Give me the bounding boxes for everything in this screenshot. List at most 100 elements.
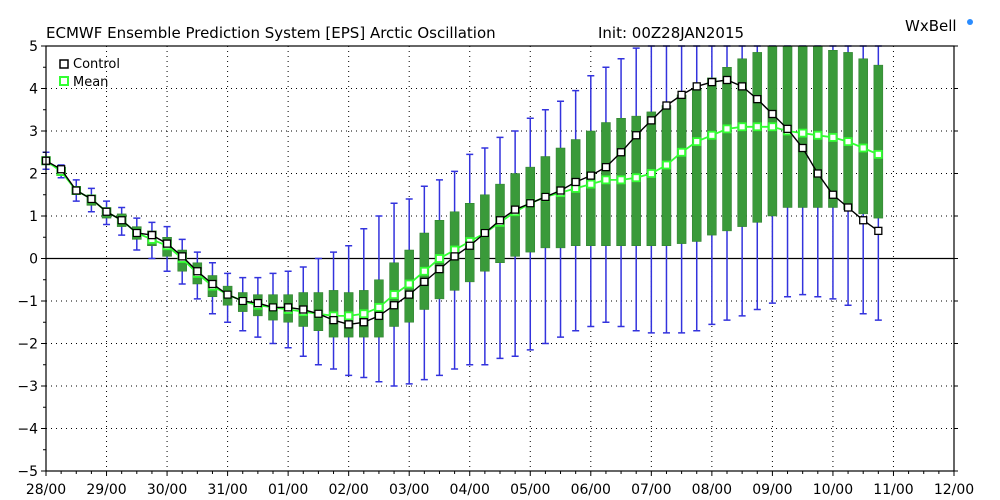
control-point: [510, 205, 520, 214]
control-point: [571, 177, 580, 187]
legend-control-label: Control: [73, 57, 120, 72]
control-point: [874, 226, 883, 236]
control-point: [283, 303, 293, 312]
control-point: [813, 169, 822, 178]
x-tick-label: 10/00: [813, 482, 853, 498]
y-tick-label: −2: [17, 337, 38, 353]
control-point: [798, 143, 807, 153]
chart-title: ECMWF Ensemble Prediction System [EPS] A…: [46, 24, 496, 42]
mean-point: [798, 128, 808, 138]
control-point: [465, 241, 474, 250]
spread-box: [752, 52, 763, 223]
brand-logo: WxBell: [905, 17, 957, 35]
legend-control-marker: [59, 59, 69, 69]
control-point: [526, 199, 535, 208]
control-point: [147, 230, 157, 240]
mean-point: [692, 137, 702, 147]
x-tick-label: 06/00: [571, 482, 611, 498]
mean-point: [404, 279, 414, 289]
x-tick-label: 29/00: [86, 482, 126, 498]
control-point: [72, 186, 81, 195]
mean-point: [752, 122, 762, 132]
mean-point: [873, 149, 883, 159]
control-point: [132, 228, 141, 238]
mean-point: [722, 124, 732, 134]
control-point: [753, 94, 762, 104]
spread-box: [813, 45, 823, 208]
mean-point: [646, 169, 656, 178]
control-point: [828, 190, 838, 199]
spread-box: [540, 156, 551, 249]
control-point: [435, 264, 444, 274]
control-point: [556, 186, 565, 195]
spread-box: [661, 105, 672, 246]
y-tick-label: −5: [17, 464, 38, 480]
control-point: [495, 216, 505, 225]
control-point: [253, 298, 263, 308]
control-point: [389, 301, 399, 310]
mean-point: [677, 147, 686, 157]
control-point: [632, 131, 641, 140]
control-point: [601, 162, 611, 172]
mean-point: [707, 130, 717, 140]
spread-box: [691, 88, 702, 242]
spread-box: [525, 166, 536, 253]
y-tick-label: −4: [17, 422, 38, 438]
mean-point: [344, 311, 354, 321]
series-lines: [41, 75, 883, 329]
spread-box: [873, 64, 884, 219]
spread-box: [676, 94, 687, 244]
mean-point: [858, 143, 868, 153]
x-tick-label: 07/00: [631, 482, 671, 498]
y-tick-label: 2: [29, 167, 38, 183]
spread-box: [737, 58, 747, 227]
mean-point: [586, 179, 596, 189]
y-tick-label: −1: [17, 294, 38, 310]
control-point: [586, 171, 595, 180]
spread-box: [858, 58, 868, 215]
control-point: [647, 116, 656, 125]
mean-point: [359, 309, 369, 319]
legend-mean-label: Mean: [73, 75, 108, 90]
x-tick-label: 12/00: [934, 482, 974, 498]
control-point: [359, 318, 368, 327]
control-point: [405, 290, 414, 299]
spread-box: [722, 67, 732, 232]
spread-box: [555, 147, 566, 249]
control-point: [117, 216, 126, 225]
y-tick-label: 1: [29, 209, 38, 225]
control-point: [87, 194, 96, 204]
x-tick-label: 09/00: [752, 482, 792, 498]
control-point: [707, 77, 717, 87]
mean-point: [616, 175, 626, 185]
mean-point: [631, 173, 641, 183]
control-point: [102, 207, 111, 216]
control-point: [162, 239, 172, 248]
spread-box: [843, 52, 853, 210]
control-point: [616, 148, 626, 157]
control-point: [859, 216, 868, 225]
axes: −5 −4 −3 −2 −1 0 1 2 3 4 5 28/00 29/00 30/00 31/00 01/0…: [17, 39, 974, 498]
mean-point: [828, 132, 838, 142]
control-point: [238, 296, 247, 306]
control-point: [783, 124, 792, 134]
spread-box: [646, 111, 657, 246]
control-point: [420, 277, 429, 287]
y-tick-label: −3: [17, 379, 38, 395]
mean-point: [662, 160, 671, 170]
control-point: [843, 203, 853, 212]
control-point: [737, 82, 747, 91]
x-tick-label: 11/00: [873, 482, 913, 498]
control-point: [662, 101, 671, 110]
mean-point: [374, 302, 384, 312]
y-tick-label: 4: [29, 82, 38, 98]
x-tick-label: 04/00: [450, 482, 490, 498]
mean-point: [843, 137, 853, 147]
control-point: [677, 90, 686, 100]
y-tick-label: 5: [29, 39, 38, 55]
y-tick-label: 0: [29, 252, 38, 268]
control-point: [344, 320, 353, 329]
y-tick-label: 3: [29, 124, 38, 140]
control-point: [541, 192, 550, 202]
control-point: [722, 75, 732, 85]
